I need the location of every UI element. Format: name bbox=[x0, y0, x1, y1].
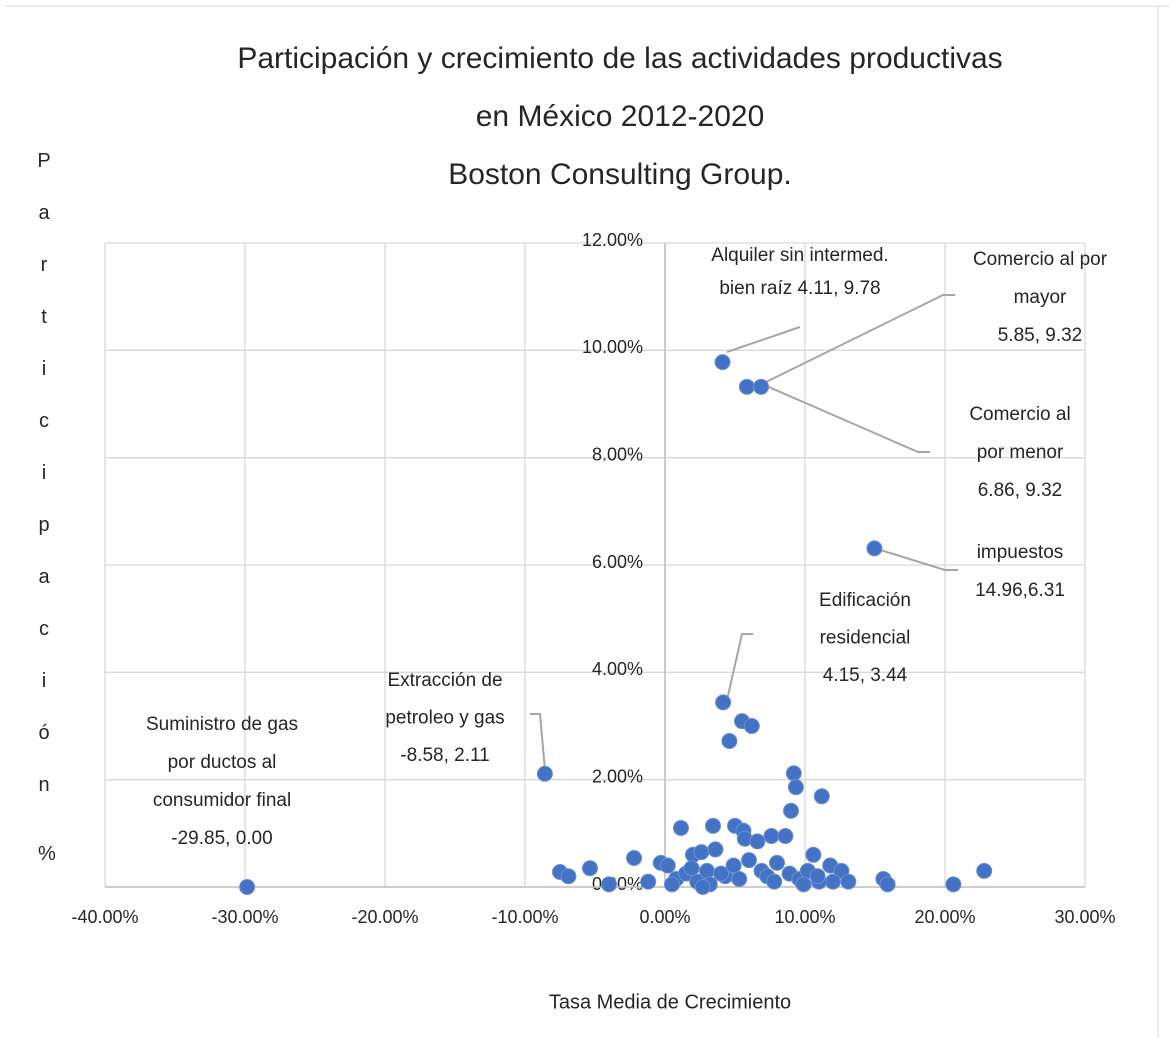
leader-line bbox=[761, 383, 930, 453]
point bbox=[683, 860, 700, 877]
point bbox=[725, 857, 742, 874]
x-tick-label: 20.00% bbox=[914, 907, 975, 927]
point bbox=[705, 817, 722, 834]
point bbox=[795, 876, 812, 893]
point bbox=[659, 857, 676, 874]
point bbox=[536, 765, 553, 782]
point bbox=[738, 378, 755, 395]
point bbox=[840, 873, 857, 890]
annotation: por ductos al bbox=[168, 752, 277, 773]
y-tick-label: 8.00% bbox=[592, 444, 643, 464]
point bbox=[664, 876, 680, 893]
leader-line bbox=[876, 548, 958, 571]
y-tick-label: 10.00% bbox=[582, 337, 643, 357]
x-tick-label: -20.00% bbox=[351, 907, 418, 927]
y-tick-label: 12.00% bbox=[582, 230, 643, 250]
x-tick-label: -40.00% bbox=[71, 907, 138, 927]
point bbox=[763, 828, 780, 845]
point bbox=[866, 540, 883, 557]
point bbox=[785, 765, 802, 782]
point bbox=[707, 841, 724, 858]
y-axis-unit: % bbox=[38, 843, 56, 865]
annotation: 14.96,6.31 bbox=[975, 580, 1065, 601]
annotation: impuestos bbox=[977, 542, 1064, 563]
point bbox=[769, 854, 785, 871]
y-tick-label: 2.00% bbox=[592, 766, 643, 786]
point bbox=[721, 733, 738, 750]
y-axis-title: Participación bbox=[33, 150, 55, 826]
point bbox=[976, 862, 993, 879]
leader-line bbox=[726, 633, 753, 701]
point bbox=[783, 802, 799, 819]
point bbox=[601, 876, 617, 893]
point bbox=[787, 779, 804, 796]
y-tick-label: 6.00% bbox=[592, 552, 643, 572]
point bbox=[813, 788, 830, 805]
point bbox=[766, 873, 783, 890]
annotation: Suministro de gas bbox=[146, 714, 298, 735]
annotation: Alquiler sin intermed. bbox=[711, 245, 888, 266]
chart-title: Boston Consulting Group. bbox=[448, 158, 792, 191]
point bbox=[879, 876, 896, 893]
point bbox=[713, 865, 729, 882]
annotation: Comercio al bbox=[969, 404, 1070, 425]
y-tick-label: 0.00% bbox=[592, 874, 643, 894]
annotation: petroleo y gas bbox=[385, 708, 504, 729]
chart-title: en México 2012-2020 bbox=[476, 100, 765, 133]
annotation: 4.15, 3.44 bbox=[823, 665, 908, 686]
point bbox=[581, 860, 598, 877]
chart-title: Participación y crecimiento de las activ… bbox=[237, 42, 1002, 75]
point bbox=[714, 354, 731, 371]
point bbox=[715, 694, 732, 711]
x-tick-label: 30.00% bbox=[1054, 907, 1115, 927]
point bbox=[640, 873, 657, 890]
annotation: por menor bbox=[977, 442, 1064, 463]
point bbox=[560, 868, 577, 885]
point bbox=[699, 862, 715, 879]
x-axis-title: Tasa Media de Crecimiento bbox=[549, 991, 791, 1013]
x-tick-label: 0.00% bbox=[639, 907, 690, 927]
point bbox=[694, 879, 711, 895]
annotation: Edificación bbox=[819, 590, 911, 611]
annotation: residencial bbox=[820, 628, 911, 649]
leader-line bbox=[530, 713, 546, 771]
annotation: mayor bbox=[1014, 287, 1067, 308]
point bbox=[731, 870, 748, 887]
annotation: consumidor final bbox=[153, 790, 291, 811]
leader-line bbox=[726, 326, 801, 353]
annotation: Extracción de bbox=[387, 670, 502, 691]
point bbox=[741, 852, 757, 869]
leader-line bbox=[761, 294, 955, 385]
point bbox=[672, 819, 689, 836]
point bbox=[239, 879, 256, 895]
annotation: bien raíz 4.11, 9.78 bbox=[719, 278, 880, 299]
x-tick-label: -10.00% bbox=[491, 907, 558, 927]
point bbox=[809, 868, 826, 885]
point bbox=[749, 833, 766, 850]
x-tick-label: 10.00% bbox=[774, 907, 835, 927]
point bbox=[945, 876, 962, 893]
annotation: 5.85, 9.32 bbox=[998, 325, 1083, 346]
point bbox=[626, 850, 643, 867]
annotation: -8.58, 2.11 bbox=[400, 745, 489, 766]
point bbox=[743, 718, 760, 734]
point bbox=[753, 378, 770, 395]
annotation: -29.85, 0.00 bbox=[171, 828, 272, 849]
point bbox=[805, 846, 822, 863]
x-tick-label: -30.00% bbox=[211, 907, 278, 927]
point bbox=[777, 828, 794, 845]
point bbox=[825, 873, 841, 890]
annotation: 6.86, 9.32 bbox=[978, 480, 1063, 501]
y-tick-label: 4.00% bbox=[592, 659, 643, 679]
point bbox=[693, 844, 710, 861]
annotation: Comercio al por bbox=[973, 249, 1108, 270]
